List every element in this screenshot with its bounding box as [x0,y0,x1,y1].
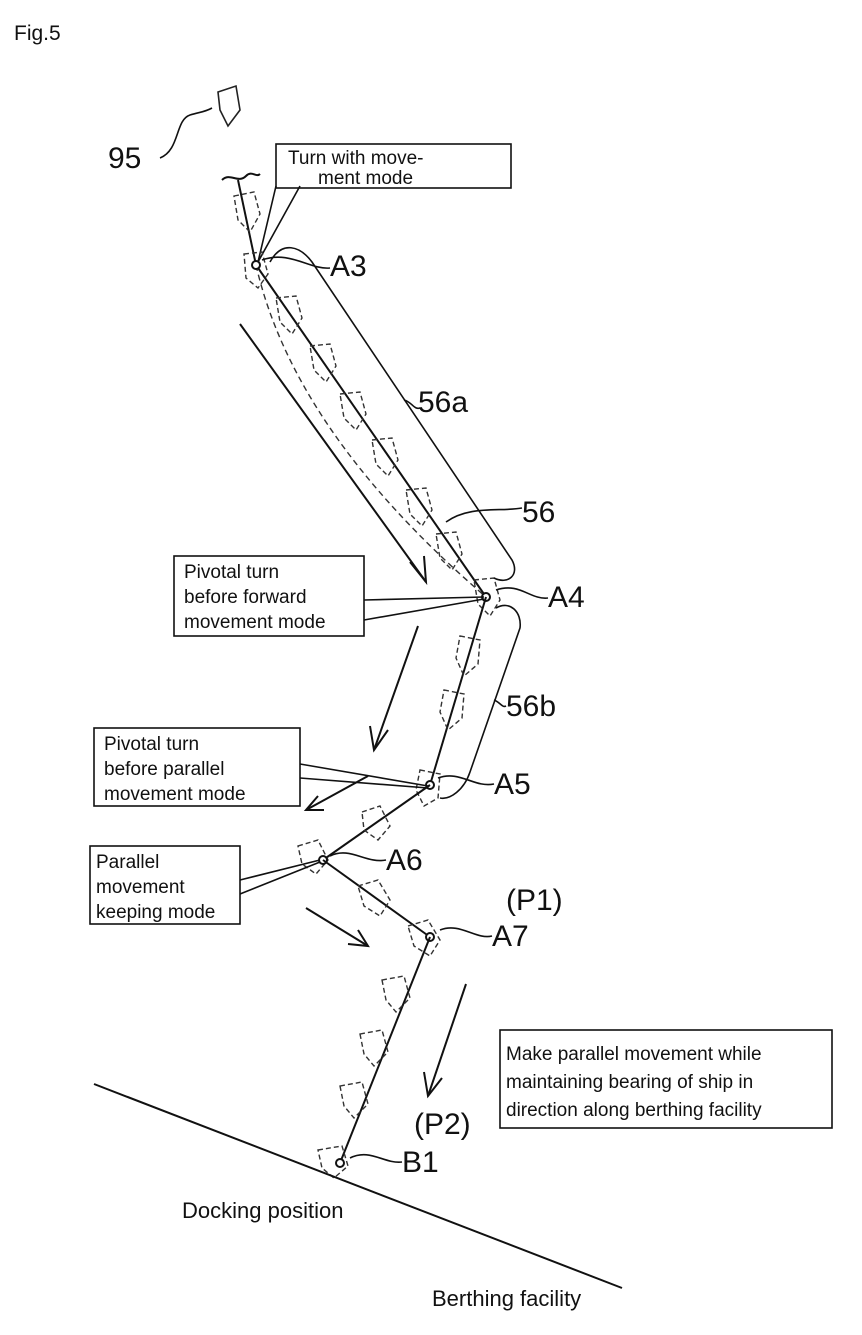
point-b1 [336,1159,344,1167]
pivotal-parallel-line-1: Pivotal turn [104,734,199,755]
pivotal-forward-leader [364,597,484,620]
pivotal-forward-line-3: movement mode [184,612,326,633]
direction-arrow-5 [428,984,466,1096]
pivotal-parallel-line-2: before parallel [104,759,224,780]
label-p1: (P1) [506,884,563,917]
pivotal-forward-line-2: before forward [184,587,307,608]
pivotal-forward-line-1: Pivotal turn [184,562,279,583]
label-95: 95 [108,142,141,175]
track-a4-a5 [430,597,486,785]
label-a4: A4 [548,581,585,614]
track-start-mark [222,174,260,180]
label-docking-position: Docking position [182,1198,343,1223]
label-56b: 56b [506,690,556,723]
pivotal-parallel-leader [300,764,428,788]
label-56a: 56a [418,386,468,419]
leader-a4 [496,588,548,598]
leader-a6 [330,853,386,861]
label-56: 56 [522,496,555,529]
direction-arrowhead-3 [306,796,324,810]
direction-arrow-2 [374,626,418,750]
boat-markers-lower [318,976,410,1178]
region-56a-outline [270,248,515,581]
label-a3: A3 [330,250,367,283]
parallel-keeping-line-2: movement [96,877,185,898]
leader-56b [494,700,506,706]
leader-b1 [350,1155,402,1162]
turn-mode-line-1: Turn with move- [288,148,424,169]
parallel-keeping-leader [240,860,320,894]
leader-95 [160,108,212,158]
leader-a7 [440,928,492,937]
label-a6: A6 [386,844,423,877]
boat-markers-a5-a6 [298,806,390,874]
parallel-keeping-line-1: Parallel [96,852,159,873]
label-a5: A5 [494,768,531,801]
pivotal-parallel-line-3: movement mode [104,784,246,805]
parallel-note-line-3: direction along berthing facility [506,1100,762,1121]
direction-arrow-1 [240,324,426,582]
direction-arrow-4 [306,908,368,946]
point-a3 [252,261,260,269]
parallel-keeping-line-3: keeping mode [96,902,215,923]
label-a7: A7 [492,920,529,953]
label-p2: (P2) [414,1108,471,1141]
parallel-note-line-2: maintaining bearing of ship in [506,1072,753,1093]
leader-56 [446,508,522,522]
label-b1: B1 [402,1146,439,1179]
parallel-note-line-1: Make parallel movement while [506,1044,762,1065]
figure-title: Fig.5 [14,22,61,45]
direction-arrowhead-1 [410,556,426,582]
track-a3-a4 [256,265,486,597]
turn-mode-line-2: ment mode [318,168,413,189]
ship-icon-95 [218,86,240,126]
label-berthing-facility: Berthing facility [432,1286,581,1311]
